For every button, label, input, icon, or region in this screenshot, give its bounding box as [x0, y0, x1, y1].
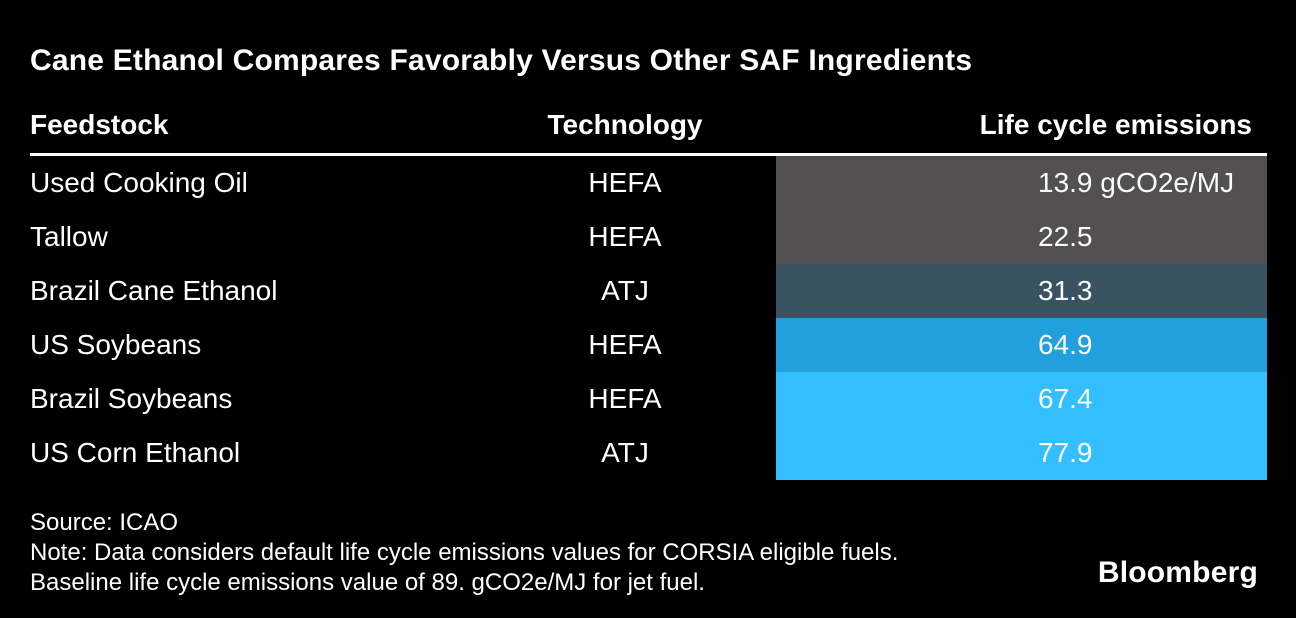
- technology-cell: HEFA: [588, 221, 662, 252]
- header-technology: Technology: [547, 109, 703, 140]
- emissions-bar: 13.9 gCO2e/MJ: [776, 156, 1267, 210]
- feedstock-cell: Brazil Cane Ethanol: [30, 275, 278, 306]
- chart-title: Cane Ethanol Compares Favorably Versus O…: [30, 44, 973, 77]
- emissions-bar: 31.3: [776, 264, 1267, 318]
- technology-cell: ATJ: [601, 437, 649, 468]
- technology-cell: HEFA: [588, 329, 662, 360]
- emissions-value: 31.3: [1038, 275, 1093, 306]
- bloomberg-logo: Bloomberg: [1097, 556, 1258, 589]
- note-line-1: Note: Data considers default life cycle …: [30, 539, 899, 566]
- table-row: Brazil Cane Ethanol ATJ 31.3: [0, 264, 1296, 318]
- technology-cell: ATJ: [601, 275, 649, 306]
- header-life-cycle-emissions: Life cycle emissions: [979, 109, 1252, 140]
- feedstock-cell: Tallow: [30, 221, 108, 252]
- emissions-bar: 77.9: [776, 426, 1267, 480]
- feedstock-cell: Brazil Soybeans: [30, 383, 233, 414]
- emissions-value: 13.9 gCO2e/MJ: [1038, 167, 1235, 198]
- table-row: Brazil Soybeans HEFA 67.4: [0, 372, 1296, 426]
- technology-cell: HEFA: [588, 167, 662, 198]
- table-row: Used Cooking Oil HEFA 13.9 gCO2e/MJ: [0, 156, 1296, 210]
- header-feedstock: Feedstock: [30, 109, 169, 140]
- table-row: US Soybeans HEFA 64.9: [0, 318, 1296, 372]
- emissions-value: 67.4: [1038, 383, 1093, 414]
- source-line: Source: ICAO: [30, 509, 179, 536]
- feedstock-cell: US Corn Ethanol: [30, 437, 241, 468]
- footer-notes: Source: ICAO Note: Data considers defaul…: [30, 508, 898, 598]
- table-row: Tallow HEFA 22.5: [0, 210, 1296, 264]
- table-row: US Corn Ethanol ATJ 77.9: [0, 426, 1296, 480]
- feedstock-cell: US Soybeans: [30, 329, 202, 360]
- feedstock-cell: Used Cooking Oil: [30, 167, 248, 198]
- note-line-2: Baseline life cycle emissions value of 8…: [30, 569, 705, 596]
- emissions-value: 22.5: [1038, 221, 1093, 252]
- emissions-bar: 64.9: [776, 318, 1267, 372]
- header-divider-rule: [30, 153, 1267, 156]
- technology-cell: HEFA: [588, 383, 662, 414]
- emissions-bar: 67.4: [776, 372, 1267, 426]
- emissions-bar: 22.5: [776, 210, 1267, 264]
- table-header-row: Feedstock Technology Life cycle emission…: [0, 109, 1296, 153]
- emissions-value: 77.9: [1038, 437, 1093, 468]
- emissions-value: 64.9: [1038, 329, 1093, 360]
- table-body: Used Cooking Oil HEFA 13.9 gCO2e/MJ Tall…: [0, 156, 1296, 480]
